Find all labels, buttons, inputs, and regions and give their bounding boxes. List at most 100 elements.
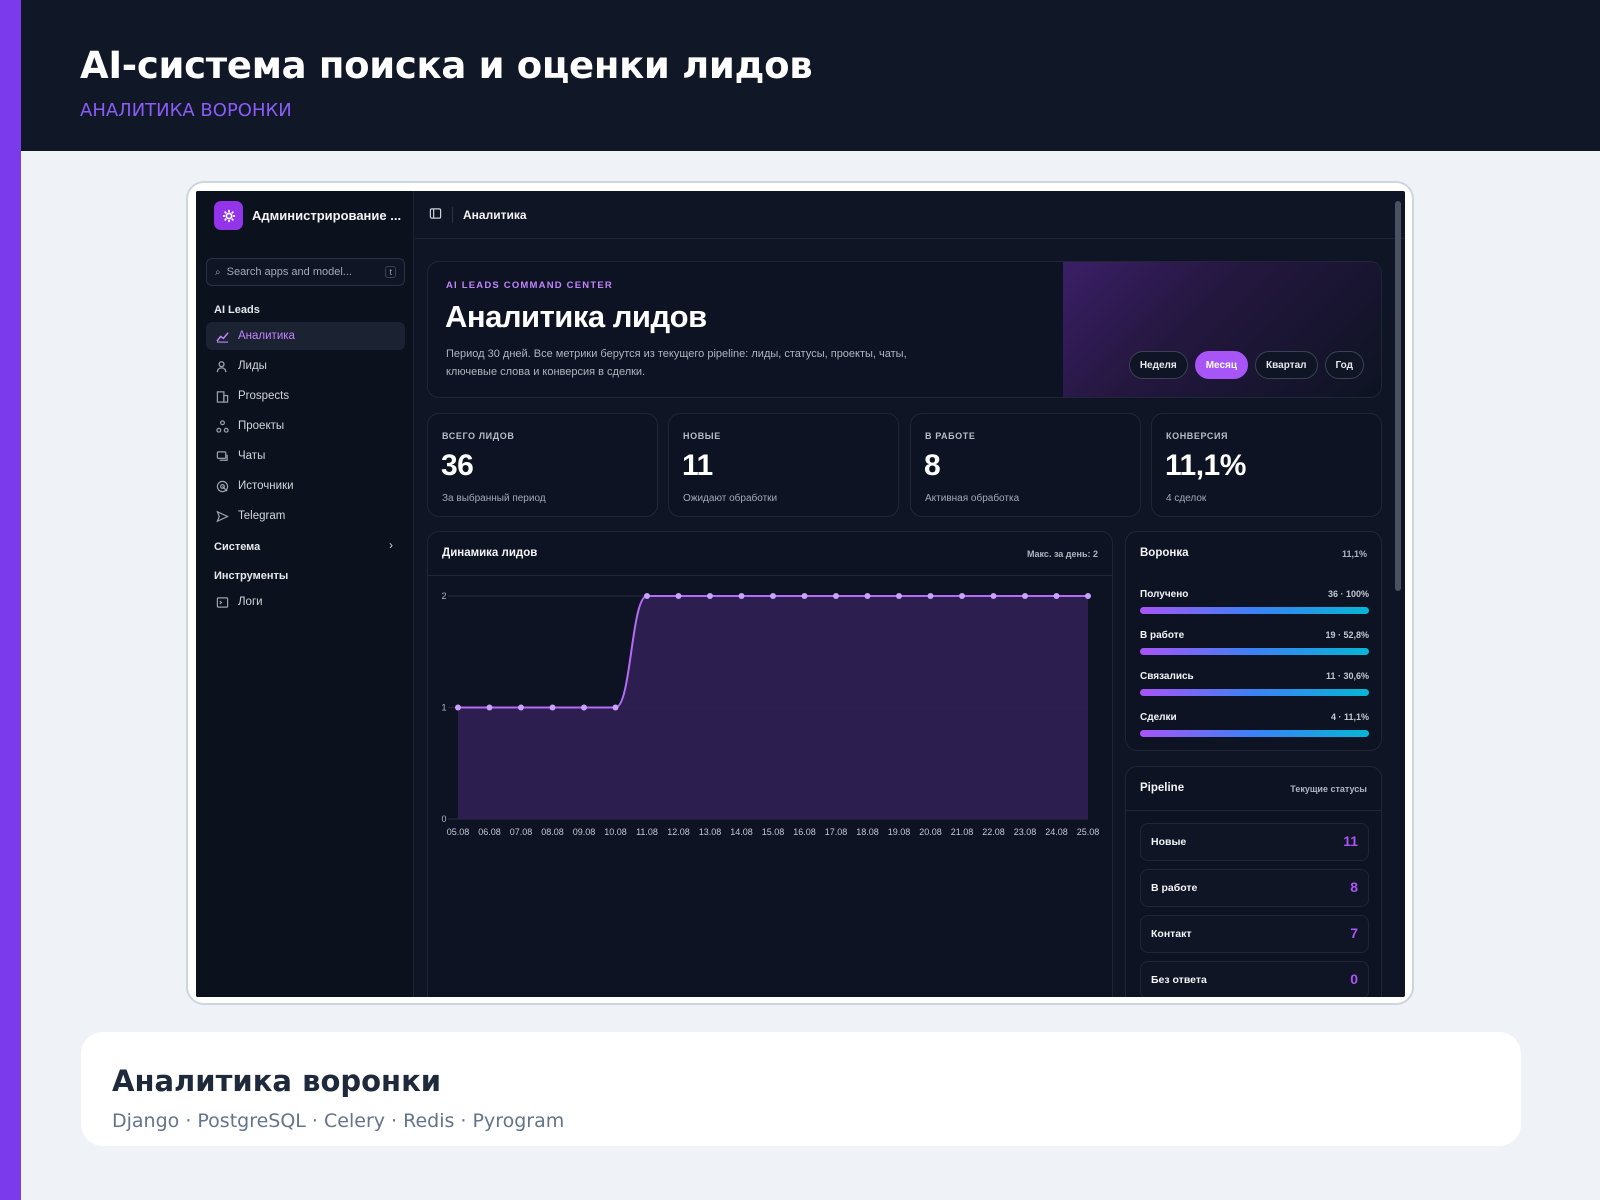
funnel-row: Получено 36 · 100% [1140,589,1369,619]
period-week-button[interactable]: Неделя [1128,351,1188,379]
data-point [959,593,965,599]
pipeline-row-label: Новые [1151,836,1187,848]
sidebar-item-label: Telegram [238,510,286,522]
sidebar-item-prospects[interactable]: Prospects [206,382,405,410]
sidebar-item-label: Логи [238,596,263,608]
funnel-row-value: 4 · 11,1% [1330,712,1369,722]
funnel-row-value: 11 · 30,6% [1325,671,1369,681]
data-point [549,704,556,711]
search-shortcut: t [385,266,396,278]
funnel-title: Воронка [1140,547,1189,559]
funnel-row-value: 19 · 52,8% [1325,630,1369,640]
sidebar-item-analytics[interactable]: Аналитика [206,322,405,350]
x-tick-label: 08.08 [541,827,564,837]
tech-stack: Django · PostgreSQL · Celery · Redis · P… [112,1110,565,1132]
sidebar-item-logs[interactable]: Логи [206,588,405,616]
x-tick-label: 21.08 [951,827,974,837]
data-point [801,593,808,599]
pipeline-row-label: Без ответа [1151,974,1207,986]
stat-card-new: НОВЫЕ 11 Ожидают обработки [668,413,899,517]
period-year-button[interactable]: Год [1324,351,1364,379]
funnel-bar-track [1140,607,1369,614]
pipeline-row-count: 11 [1343,833,1358,849]
period-quarter-button[interactable]: Квартал [1255,351,1318,379]
funnel-bar [1140,689,1369,696]
funnel-row: Сделки 4 · 11,1% [1140,712,1369,742]
data-point [927,593,934,599]
data-point [1053,593,1060,599]
pipeline-row-count: 7 [1350,925,1358,941]
chevron-right-icon[interactable]: › [389,538,393,552]
sidebar-item-telegram[interactable]: Telegram [206,502,405,530]
sidebar-item-chats[interactable]: Чаты [206,442,405,470]
page-subtitle: АНАЛИТИКА ВОРОНКИ [80,100,292,121]
stat-card-in-progress: В РАБОТЕ 8 Активная обработка [910,413,1141,517]
divider [1126,810,1381,811]
divider [428,575,1112,576]
pipeline-row[interactable]: Контакт 7 [1140,915,1369,953]
sidebar-item-leads[interactable]: Лиды [206,352,405,380]
funnel-panel: Воронка 11,1% Получено 36 · 100% В работ… [1125,531,1382,751]
sidebar-section-system[interactable]: Система [214,541,394,553]
stat-value: 36 [441,449,474,482]
x-tick-label: 13.08 [699,827,722,837]
pipeline-row[interactable]: В работе 8 [1140,869,1369,907]
stat-value: 11,1% [1165,449,1246,482]
page-header: AI-система поиска и оценки лидов АНАЛИТИ… [21,0,1600,151]
sidebar-item-sources[interactable]: Источники [206,472,405,500]
funnel-bar-track [1140,730,1369,737]
stat-note: Ожидают обработки [683,493,778,504]
data-point [455,704,461,711]
data-point [486,704,493,711]
funnel-bar [1140,730,1369,737]
y-tick-label: 2 [441,591,446,601]
y-tick-label: 1 [441,703,446,713]
data-point [707,593,713,599]
pipeline-row-label: В работе [1151,882,1198,894]
accent-bar [0,0,21,1200]
data-point [612,704,619,711]
data-point [1022,593,1028,599]
data-point [864,593,871,599]
screenshot-frame: Администрирование ... ⌕ Search apps and … [186,181,1414,1005]
hero-description: Период 30 дней. Все метрики берутся из т… [446,348,907,378]
funnel-bar [1140,648,1369,655]
sidebar-item-projects[interactable]: Проекты [206,412,405,440]
data-point [738,593,745,599]
data-point [770,593,776,599]
divider [452,206,453,223]
stat-value: 11 [682,449,713,482]
stat-note: За выбранный период [442,493,546,504]
funnel-row: Связались 11 · 30,6% [1140,671,1369,701]
x-tick-label: 16.08 [793,827,816,837]
users-icon [215,359,229,373]
pipeline-row-label: Контакт [1151,928,1192,940]
pipeline-row[interactable]: Новые 11 [1140,823,1369,861]
pipeline-title: Pipeline [1140,782,1185,794]
stat-note: Активная обработка [925,493,1020,504]
x-tick-label: 25.08 [1077,827,1100,837]
sidebar-item-label: Prospects [238,390,290,402]
data-point [675,593,682,599]
period-month-button[interactable]: Месяц [1194,351,1249,379]
brand[interactable]: Администрирование ... [214,201,401,230]
admin-app: Администрирование ... ⌕ Search apps and … [196,191,1405,997]
x-tick-label: 07.08 [510,827,533,837]
pipeline-panel: Pipeline Текущие статусы Новые 11 В рабо… [1125,766,1382,997]
building-icon [215,389,229,403]
stat-card-conversion: КОНВЕРСИЯ 11,1% 4 сделок [1151,413,1382,517]
x-tick-label: 11.08 [636,827,658,837]
scrollbar[interactable] [1395,201,1401,591]
radar-icon [215,479,229,493]
sidebar-item-label: Проекты [238,420,285,432]
data-point [518,704,524,711]
sidebar-toggle-icon[interactable] [429,207,442,223]
y-tick-label: 0 [441,814,446,824]
funnel-row-value: 36 · 100% [1327,589,1369,599]
search-input[interactable]: ⌕ Search apps and model... t [206,258,405,286]
caption-title: Аналитика воронки [112,1064,442,1098]
funnel-row-label: В работе [1140,630,1185,641]
stat-label: НОВЫЕ [683,431,721,441]
pipeline-row[interactable]: Без ответа 0 [1140,961,1369,997]
funnel-bar-track [1140,689,1369,696]
